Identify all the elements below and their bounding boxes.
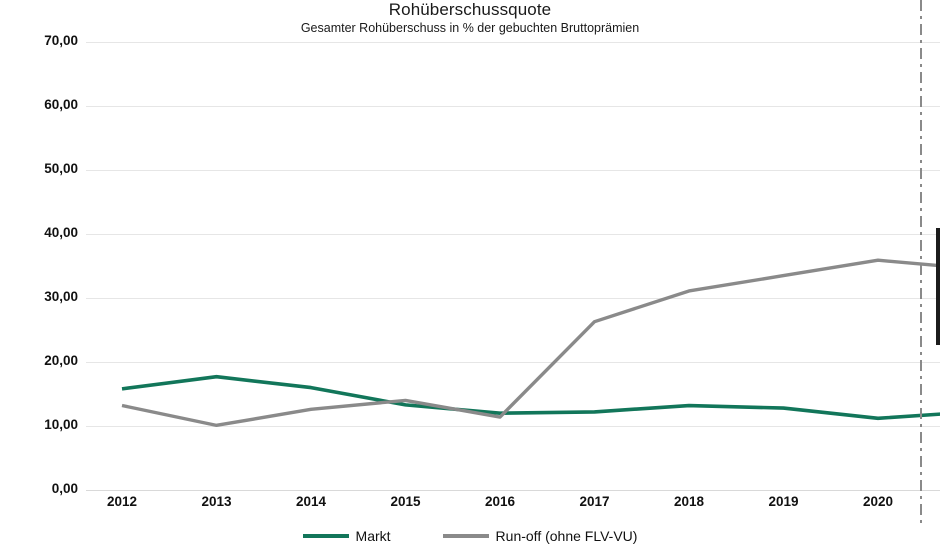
vertical-divider-segment bbox=[920, 40, 922, 43]
vertical-divider-segment bbox=[920, 136, 922, 139]
vertical-divider-segment bbox=[920, 184, 922, 187]
gridline bbox=[86, 426, 940, 427]
vertical-divider-segment bbox=[920, 480, 922, 491]
chart-subtitle: Gesamter Rohüberschuss in % der gebuchte… bbox=[300, 21, 640, 35]
vertical-divider-segment bbox=[920, 208, 922, 211]
vertical-divider-segment bbox=[920, 216, 922, 227]
y-axis-tick-label: 0,00 bbox=[51, 481, 78, 496]
x-axis-tick-label: 2012 bbox=[106, 494, 138, 509]
vertical-divider-segment bbox=[920, 96, 922, 107]
y-axis-tick-label: 40,00 bbox=[44, 225, 78, 240]
series-lines bbox=[121, 258, 940, 428]
legend-item-markt[interactable]: Markt bbox=[302, 528, 391, 544]
x-axis-tick-label: 2013 bbox=[201, 494, 232, 509]
gridline bbox=[86, 42, 940, 43]
vertical-divider-segment bbox=[920, 472, 922, 475]
vertical-divider-segment bbox=[920, 120, 922, 131]
vertical-divider-segment bbox=[920, 304, 922, 307]
vertical-divider-segment bbox=[920, 24, 922, 35]
vertical-divider-segment bbox=[920, 384, 922, 395]
vertical-divider-segment bbox=[920, 72, 922, 83]
gridline bbox=[86, 490, 940, 491]
series-line bbox=[121, 374, 940, 421]
series-line bbox=[121, 258, 940, 428]
gridline bbox=[86, 106, 940, 107]
legend-label: Markt bbox=[355, 528, 391, 544]
vertical-divider-segment bbox=[920, 232, 922, 235]
vertical-divider-segment bbox=[920, 264, 922, 275]
legend-swatch-icon bbox=[442, 534, 489, 538]
vertical-divider-segment bbox=[920, 520, 922, 523]
legend-label: Run-off (ohne FLV-VU) bbox=[495, 528, 638, 544]
vertical-divider-segment bbox=[920, 88, 922, 91]
gridline bbox=[86, 234, 940, 235]
vertical-divider-segment bbox=[920, 144, 922, 155]
vertical-divider-segment bbox=[920, 360, 922, 371]
vertical-divider-segment bbox=[920, 424, 922, 427]
vertical-divider-segment bbox=[920, 112, 922, 115]
vertical-divider-segment bbox=[920, 256, 922, 259]
vertical-divider-segment bbox=[920, 352, 922, 355]
x-axis-tick-label: 2018 bbox=[673, 494, 705, 509]
vertical-divider-segment bbox=[920, 168, 922, 179]
y-axis-tick-label: 30,00 bbox=[44, 289, 78, 304]
x-axis-tick-label: 2014 bbox=[295, 494, 327, 509]
x-axis-tick-label: 2017 bbox=[579, 494, 610, 509]
clipped-edge-bar bbox=[936, 228, 940, 346]
vertical-divider-segment bbox=[920, 192, 922, 203]
plot-area bbox=[86, 0, 940, 523]
vertical-divider-segment bbox=[920, 432, 922, 443]
gridline bbox=[86, 298, 940, 299]
y-axis-tick-label: 60,00 bbox=[44, 97, 78, 112]
legend-swatch-icon bbox=[302, 534, 349, 538]
x-axis-tick-label: 2016 bbox=[484, 494, 516, 509]
chart-title: Rohüberschussquote bbox=[388, 0, 552, 19]
vertical-divider-segment bbox=[920, 504, 922, 515]
vertical-divider-segment bbox=[920, 64, 922, 67]
vertical-divider-segment bbox=[920, 280, 922, 283]
x-axis-tick-label: 2015 bbox=[390, 494, 421, 509]
vertical-divider-segment bbox=[920, 448, 922, 451]
vertical-divider-segment bbox=[920, 496, 922, 499]
y-axis-tick-label: 20,00 bbox=[44, 353, 78, 368]
series-clip bbox=[86, 40, 940, 490]
vertical-divider-segment bbox=[920, 456, 922, 467]
y-axis-tick-label: 70,00 bbox=[44, 33, 78, 48]
vertical-divider-segment bbox=[920, 312, 922, 323]
x-axis-tick-label: 2019 bbox=[768, 494, 799, 509]
vertical-divider-segment bbox=[920, 240, 922, 251]
chart-legend: Markt Run-off (ohne FLV-VU) bbox=[0, 528, 940, 544]
vertical-divider-segment bbox=[920, 328, 922, 331]
vertical-divider-segment bbox=[920, 336, 922, 347]
x-axis-tick-label: 2020 bbox=[862, 494, 894, 509]
gridline bbox=[86, 362, 940, 363]
vertical-divider-segment bbox=[920, 400, 922, 403]
gridline bbox=[86, 170, 940, 171]
vertical-divider-segment bbox=[920, 288, 922, 299]
legend-item-run-off[interactable]: Run-off (ohne FLV-VU) bbox=[442, 528, 638, 544]
vertical-divider-segment bbox=[920, 160, 922, 163]
vertical-divider-segment bbox=[920, 0, 922, 11]
y-axis-tick-label: 50,00 bbox=[44, 161, 78, 176]
vertical-divider-segment bbox=[920, 48, 922, 59]
vertical-divider-segment bbox=[920, 16, 922, 19]
vertical-divider-segment bbox=[920, 376, 922, 379]
y-axis-tick-label: 10,00 bbox=[44, 417, 78, 432]
vertical-divider-segment bbox=[920, 408, 922, 419]
